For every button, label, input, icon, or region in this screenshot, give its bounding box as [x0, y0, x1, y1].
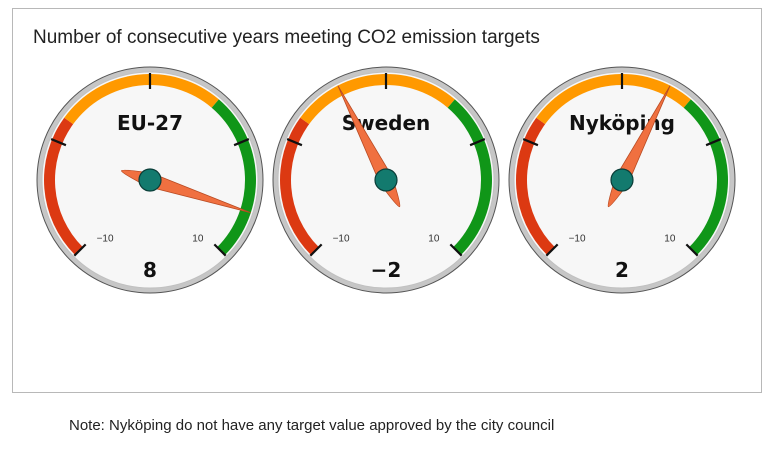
gauge-major-tick	[545, 243, 559, 257]
gauge-major-tick	[469, 138, 486, 147]
gauge-band-red	[280, 117, 319, 255]
gauge-major-tick	[705, 138, 722, 147]
chart-title: Number of consecutive years meeting CO2 …	[33, 27, 540, 48]
footnote: Note: Nyköping do not have any target va…	[69, 417, 555, 434]
gauge-band-yellow	[64, 73, 219, 125]
gauge-1: −10 10 EU-27 8	[36, 66, 264, 294]
gauge-major-tick	[309, 243, 323, 257]
gauge-3: −10 10 Nyköping 2	[508, 66, 736, 294]
gauge-min-label: −10	[333, 233, 350, 244]
gauge-major-tick	[522, 138, 539, 147]
gauge-band-red	[516, 117, 555, 255]
gauge-value: 8	[143, 258, 157, 282]
gauge-min-label: −10	[97, 233, 114, 244]
gauge-value: 2	[615, 258, 629, 282]
gauge-band-green	[447, 99, 492, 255]
gauge-major-tick	[233, 138, 250, 147]
gauge-max-label: 10	[664, 233, 676, 244]
gauge-band-green	[683, 99, 728, 255]
gauge-major-tick	[685, 243, 699, 257]
gauge-major-tick	[50, 138, 67, 147]
gauge-major-tick	[286, 138, 303, 147]
gauge-value: −2	[371, 258, 402, 282]
gauge-hub	[610, 168, 634, 192]
gauge-hub	[138, 168, 162, 192]
gauge-band-yellow	[536, 73, 691, 125]
gauge-major-tick	[213, 243, 227, 257]
gauge-title: Nyköping	[569, 111, 675, 135]
gauge-max-label: 10	[428, 233, 440, 244]
gauge-band-red	[43, 117, 83, 255]
gauge-major-tick	[73, 243, 87, 257]
gauge-title: EU-27	[117, 111, 183, 135]
gauge-min-label: −10	[569, 233, 586, 244]
gauge-major-tick	[449, 243, 463, 257]
gauge-hub	[374, 168, 398, 192]
gauge-band-green	[211, 99, 257, 255]
gauge-max-label: 10	[192, 233, 204, 244]
